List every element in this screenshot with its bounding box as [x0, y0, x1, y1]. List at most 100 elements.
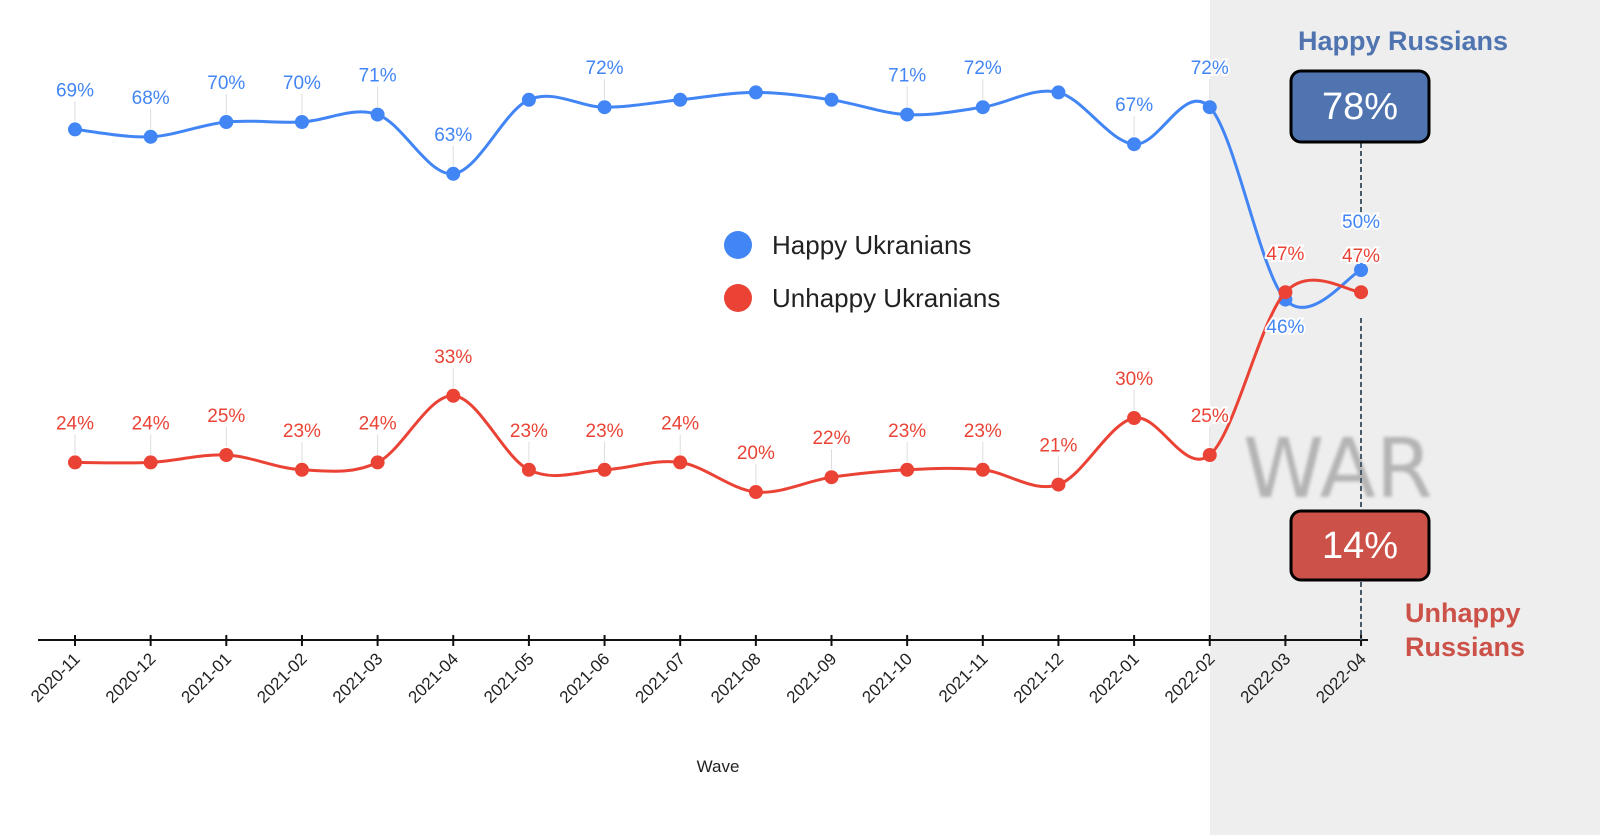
- data-point[interactable]: [1127, 411, 1142, 425]
- data-point[interactable]: [294, 115, 309, 129]
- data-label: 21%: [1039, 436, 1077, 457]
- data-label: 33%: [434, 347, 472, 368]
- data-point[interactable]: [673, 92, 688, 107]
- x-tick-label: 2022-02: [1161, 649, 1219, 707]
- data-label: 25%: [207, 406, 245, 427]
- series-layer: 69% 68% 70% 70% 71% 63% 72% 71% 72% 67% 72% 46% 50% 2…: [54, 56, 1382, 499]
- series-line-unhappy: [74, 278, 1362, 494]
- data-label: 47%: [1342, 246, 1380, 267]
- data-point[interactable]: [370, 107, 385, 122]
- unhappy-russians-title-line1: Unhappy: [1405, 598, 1521, 628]
- legend: Happy Ukranians Unhappy Ukranians: [724, 230, 1000, 313]
- data-point[interactable]: [975, 100, 990, 115]
- x-tick-label: 2022-01: [1085, 649, 1143, 707]
- data-point[interactable]: [597, 462, 612, 477]
- x-tick-label: 2021-05: [480, 649, 538, 707]
- data-point[interactable]: [521, 92, 536, 107]
- happy-russians-value: 78%: [1322, 86, 1398, 128]
- legend-marker-unhappy: [724, 284, 752, 312]
- data-point[interactable]: [68, 122, 82, 137]
- x-tick-label: 2021-06: [556, 649, 614, 707]
- data-label: 22%: [812, 428, 850, 449]
- data-point[interactable]: [446, 166, 461, 181]
- data-label: 23%: [888, 421, 926, 442]
- data-point[interactable]: [219, 115, 234, 129]
- series-line-happy: [74, 89, 1362, 309]
- x-axis: 2020-11 2020-12 2021-01 2021-02 2021-03 2021-…: [27, 635, 1370, 707]
- data-label: 46%: [1266, 317, 1304, 338]
- data-point[interactable]: [143, 129, 158, 144]
- unhappy-russians-title-line2: Russians: [1405, 632, 1525, 662]
- data-point[interactable]: [1354, 285, 1369, 300]
- data-point[interactable]: [824, 92, 839, 107]
- happy-russians-title: Happy Russians: [1298, 26, 1508, 56]
- data-label: 50%: [1342, 212, 1380, 233]
- data-point[interactable]: [446, 388, 461, 403]
- war-watermark: WAR: [1243, 422, 1433, 517]
- data-point[interactable]: [748, 485, 763, 499]
- data-point[interactable]: [68, 455, 82, 470]
- data-label: 23%: [586, 421, 624, 442]
- data-point[interactable]: [1202, 448, 1217, 462]
- data-label: 69%: [56, 80, 94, 101]
- data-label: 71%: [888, 66, 926, 87]
- unhappy-russians-value: 14%: [1322, 525, 1398, 567]
- legend-label-unhappy: Unhappy Ukranians: [772, 283, 1000, 313]
- x-tick-label: 2021-07: [631, 649, 689, 707]
- data-label: 24%: [359, 413, 397, 434]
- data-label: 24%: [661, 413, 699, 434]
- data-point[interactable]: [900, 462, 915, 477]
- x-tick-label: 2021-04: [405, 649, 463, 707]
- data-point[interactable]: [1051, 85, 1066, 100]
- data-label: 23%: [510, 421, 548, 442]
- data-label: 68%: [132, 88, 170, 109]
- data-label: 70%: [283, 73, 321, 94]
- x-tick-label: 2021-03: [329, 649, 387, 707]
- data-label: 23%: [964, 421, 1002, 442]
- data-point[interactable]: [1202, 100, 1217, 115]
- data-label: 71%: [359, 66, 397, 87]
- data-point[interactable]: [1127, 137, 1142, 152]
- x-tick-label: 2021-09: [783, 649, 841, 707]
- data-point[interactable]: [597, 100, 612, 115]
- data-point[interactable]: [521, 462, 536, 477]
- data-point[interactable]: [1051, 477, 1066, 492]
- happy-russians-box: [1289, 69, 1431, 144]
- x-tick-label: 2021-12: [1010, 649, 1068, 707]
- data-point[interactable]: [975, 462, 990, 477]
- x-tick-label: 2021-08: [707, 649, 765, 707]
- x-tick-label: 2021-02: [253, 649, 311, 707]
- data-label: 47%: [1266, 244, 1304, 265]
- x-tick-label: 2021-01: [178, 649, 236, 707]
- data-label: 67%: [1115, 95, 1153, 116]
- data-label: 25%: [1191, 406, 1229, 427]
- data-label: 63%: [434, 125, 472, 146]
- x-tick-label: 2020-12: [102, 649, 160, 707]
- data-label: 72%: [1191, 58, 1229, 79]
- data-point[interactable]: [294, 462, 309, 477]
- data-label: 30%: [1115, 369, 1153, 390]
- data-label: 72%: [586, 58, 624, 79]
- data-label: 72%: [964, 58, 1002, 79]
- legend-label-happy: Happy Ukranians: [772, 230, 971, 260]
- x-tick-label: 2021-10: [858, 649, 916, 707]
- data-label: 70%: [207, 73, 245, 94]
- data-point[interactable]: [370, 455, 385, 470]
- x-tick-label: 2021-11: [935, 649, 992, 706]
- data-point[interactable]: [143, 455, 158, 470]
- data-label: 24%: [56, 413, 94, 434]
- data-point[interactable]: [824, 470, 839, 485]
- data-label: 20%: [737, 443, 775, 464]
- data-label: 23%: [283, 421, 321, 442]
- data-point[interactable]: [219, 448, 234, 462]
- data-point[interactable]: [748, 85, 763, 100]
- x-axis-label: Wave: [697, 757, 740, 776]
- data-point[interactable]: [673, 455, 688, 470]
- legend-marker-happy: [724, 231, 752, 259]
- data-point[interactable]: [900, 107, 915, 122]
- data-point[interactable]: [1354, 263, 1369, 277]
- data-point[interactable]: [1278, 285, 1293, 300]
- data-label: 24%: [132, 413, 170, 434]
- unhappy-russians-box: [1289, 509, 1431, 582]
